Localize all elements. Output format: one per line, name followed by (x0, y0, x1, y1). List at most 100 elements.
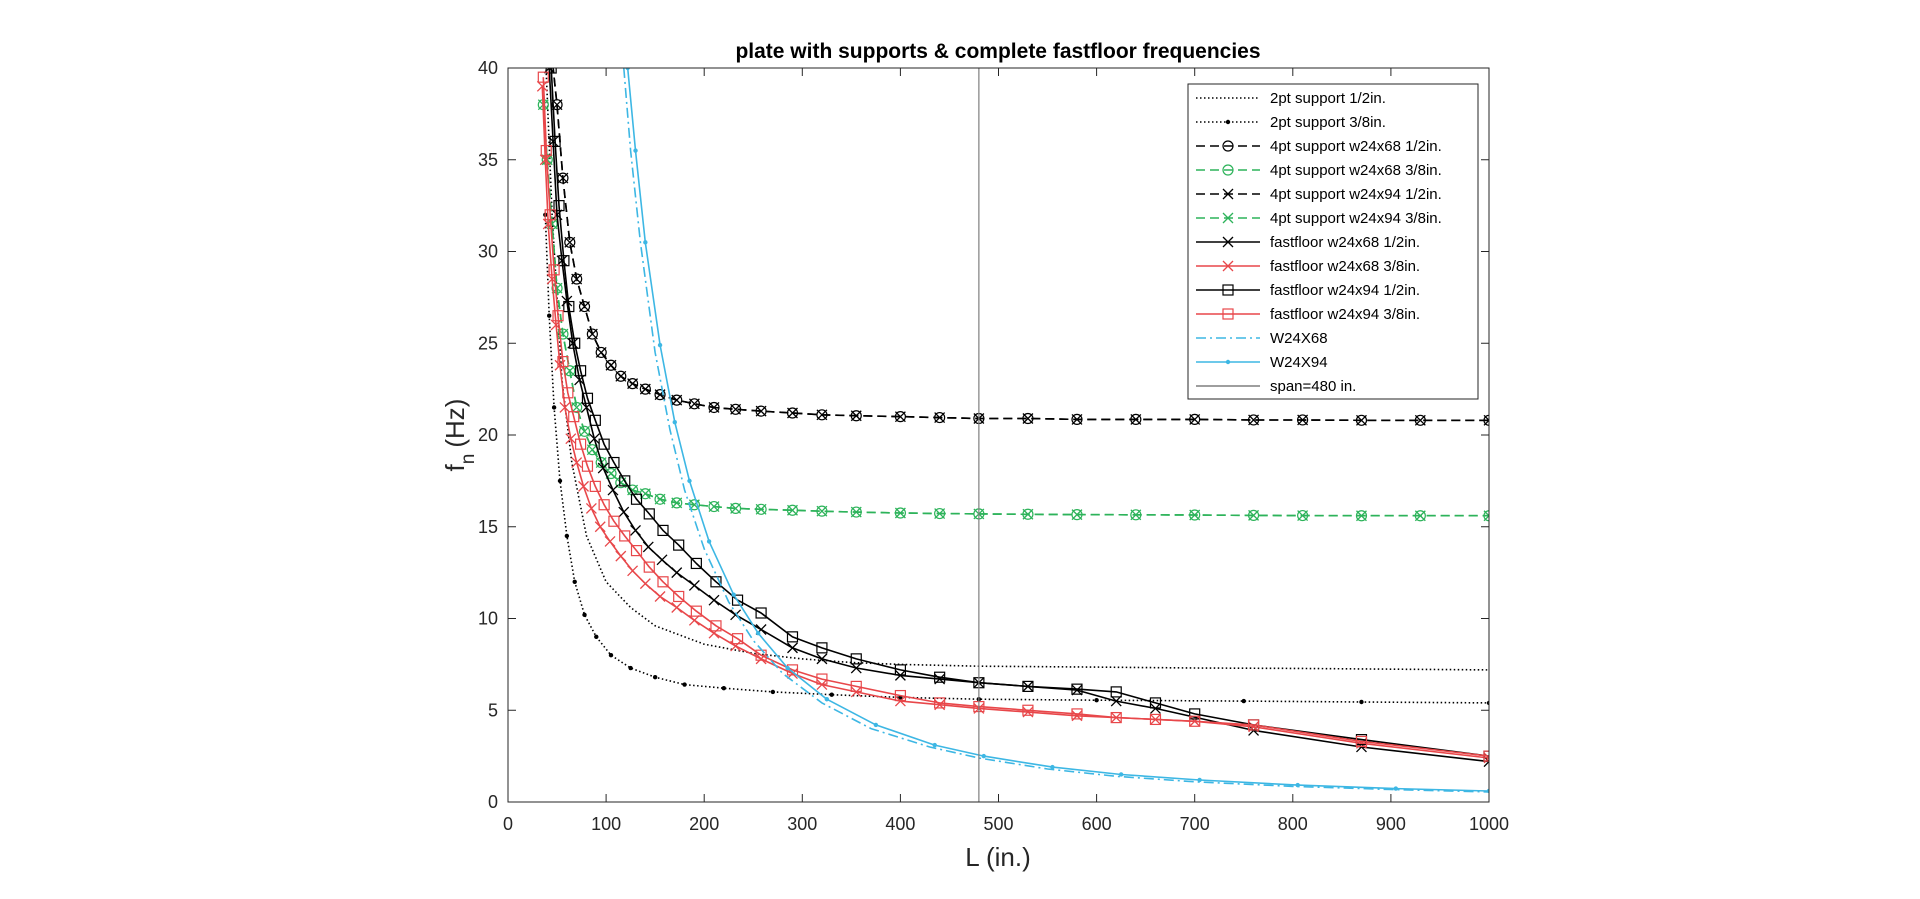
data-point (894, 507, 906, 519)
data-point (643, 240, 648, 245)
data-point (816, 653, 828, 665)
data-point (755, 607, 767, 619)
data-point (630, 493, 643, 505)
data-point (708, 401, 720, 414)
y-tick-label: 20 (478, 425, 498, 445)
data-point (568, 411, 580, 423)
legend-entry-w24x94: W24X94 (1196, 354, 1328, 371)
legend-entry-w24x68: W24X68 (1196, 330, 1328, 347)
legend-label: fastfloor w24x68 1/2in. (1270, 234, 1420, 251)
legend-swatch-marker (1222, 236, 1234, 248)
data-point (816, 409, 828, 421)
data-point (569, 337, 581, 349)
legend-entry-fastfloor-w24x68-1-2in: fastfloor w24x68 1/2in. (1196, 234, 1420, 251)
data-point (829, 692, 834, 697)
x-tick-label: 0 (503, 814, 513, 834)
data-point (574, 438, 587, 450)
data-point (579, 425, 590, 437)
data-point (710, 576, 722, 588)
data-point (565, 433, 577, 445)
data-point (1297, 510, 1309, 522)
data-point (557, 172, 569, 184)
data-point (1356, 510, 1367, 522)
data-point (549, 135, 561, 147)
data-point (564, 236, 576, 248)
legend-swatch-marker (1222, 284, 1234, 296)
data-point (571, 402, 583, 413)
y-tick-label: 10 (478, 609, 498, 629)
data-point (894, 411, 906, 423)
series-w24x68 (623, 68, 1489, 793)
data-point (1247, 719, 1260, 731)
data-point (579, 301, 590, 313)
data-point (873, 722, 879, 728)
x-axis-label: L (in.) (965, 842, 1031, 872)
data-point (639, 578, 651, 590)
data-point (586, 328, 598, 340)
data-point (687, 478, 692, 484)
data-point (1355, 510, 1368, 522)
data-point (630, 545, 643, 557)
series-4pt-support-w24x94-1-2in (551, 68, 1489, 426)
y-tick-label: 5 (488, 700, 498, 720)
data-point (787, 642, 798, 654)
data-point (1483, 510, 1489, 522)
data-point (564, 365, 576, 377)
data-point (572, 579, 577, 584)
data-point (934, 508, 946, 519)
data-point (557, 356, 569, 368)
data-point (608, 456, 620, 469)
data-point (588, 433, 600, 445)
data-point (786, 631, 799, 643)
data-point (708, 402, 720, 413)
data-point (730, 403, 742, 415)
data-point (578, 425, 591, 437)
data-point (642, 541, 654, 553)
data-point (688, 398, 700, 410)
data-point (934, 412, 946, 424)
data-point (1393, 786, 1399, 791)
x-tick-label: 600 (1082, 814, 1112, 834)
data-point (548, 264, 560, 276)
data-point (688, 398, 700, 410)
data-point (639, 383, 651, 395)
legend-label: fastfloor w24x94 1/2in. (1270, 282, 1420, 299)
data-point (671, 497, 683, 509)
data-point (564, 533, 570, 539)
data-point (639, 383, 651, 395)
data-point (1483, 750, 1489, 762)
data-point (595, 346, 607, 359)
data-point (627, 378, 639, 390)
data-point (690, 557, 702, 570)
data-point (1110, 711, 1122, 724)
data-point (1149, 697, 1162, 709)
legend-label: 4pt support w24x94 1/2in. (1270, 186, 1442, 203)
data-point (598, 499, 610, 511)
legend-label: 4pt support w24x94 3/8in. (1270, 210, 1442, 227)
x-tick-label: 900 (1376, 814, 1406, 834)
data-point (562, 387, 574, 399)
data-point (1071, 684, 1083, 696)
data-point (755, 503, 767, 515)
data-point (1149, 713, 1162, 726)
data-point (633, 148, 638, 153)
data-point (981, 753, 986, 759)
data-point (618, 506, 630, 518)
data-point (626, 484, 639, 496)
x-tick-label: 800 (1278, 814, 1308, 834)
data-point (688, 580, 700, 591)
data-point (894, 664, 907, 676)
y-tick-label: 0 (488, 792, 498, 812)
legend-swatch-marker (1222, 212, 1234, 224)
data-point (1022, 413, 1034, 424)
data-point (850, 410, 862, 422)
legend-label: W24X94 (1270, 354, 1328, 371)
data-point (630, 524, 641, 536)
legend-entry-4pt-support-w24x68-3-8in: 4pt support w24x68 3/8in. (1196, 162, 1442, 179)
data-point (608, 653, 614, 658)
data-point (1071, 413, 1083, 425)
data-point (671, 394, 683, 406)
x-tick-label: 100 (591, 814, 621, 834)
data-point (673, 590, 685, 603)
data-point (597, 462, 609, 474)
